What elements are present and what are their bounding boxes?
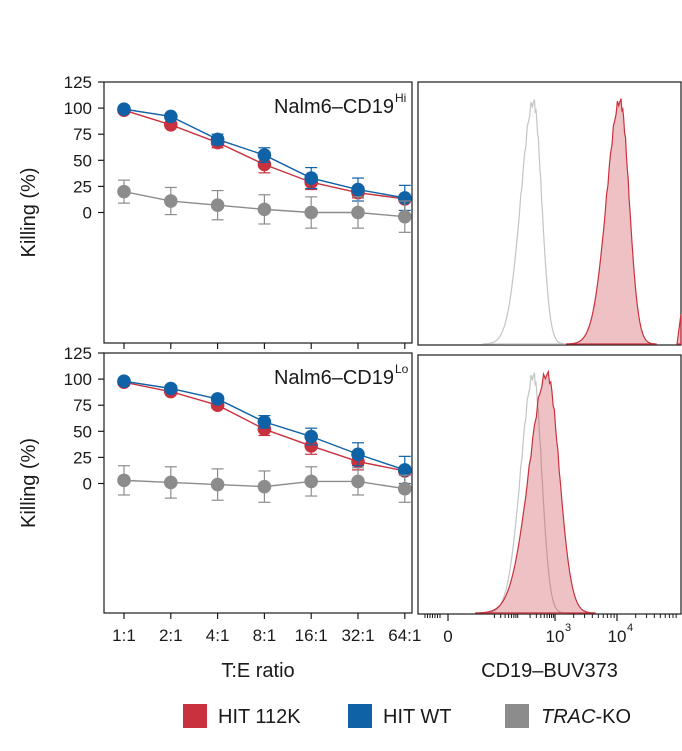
legend: HIT 112K HIT WT TRAC-KO — [183, 704, 631, 728]
y-axis-label: Killing (%) — [18, 438, 40, 528]
data-point — [398, 481, 412, 496]
series-trac-ko — [117, 179, 412, 233]
data-point — [257, 148, 272, 162]
series-trac-ko — [117, 465, 412, 503]
x-tick-label: 1:1 — [112, 626, 136, 645]
x-tick-label: 0 — [443, 627, 452, 646]
x-tick-label: 10 — [546, 627, 565, 646]
data-point — [164, 194, 178, 208]
data-point — [351, 182, 365, 197]
data-point — [117, 374, 131, 388]
data-point — [117, 184, 131, 199]
y-tick-label: 25 — [73, 177, 92, 196]
y-tick-label: 0 — [83, 475, 92, 494]
x-tick-label: 4:1 — [206, 626, 230, 645]
x-tick-label: 32:1 — [341, 626, 374, 645]
legend-label-hit-wt: HIT WT — [383, 706, 452, 728]
panel-title-superscript: Lo — [395, 362, 409, 376]
data-point — [304, 429, 319, 444]
y-tick-label: 50 — [73, 151, 92, 170]
x-tick-exponent: 4 — [627, 622, 633, 634]
y-tick-label: 25 — [73, 448, 92, 467]
legend-swatch-hit-wt — [348, 704, 372, 728]
data-point — [304, 474, 319, 489]
data-point — [351, 474, 365, 489]
line-panel-top: 0 25 50 75 100 125 Killing (%) Nalm6–CD19 Hi — [18, 73, 413, 349]
panel-title: Nalm6–CD19 — [274, 96, 394, 118]
data-point — [257, 202, 272, 217]
y-axis-label: Killing (%) — [18, 167, 40, 257]
data-point — [210, 477, 225, 492]
data-point — [210, 392, 225, 406]
y-tick-label: 50 — [73, 422, 92, 441]
x-tick-label: 16:1 — [295, 626, 328, 645]
data-point — [164, 109, 178, 124]
histogram-hit-112k — [475, 369, 596, 614]
legend-swatch-hit-112k — [183, 704, 207, 728]
data-point — [304, 171, 319, 185]
legend-label-trac: TRAC — [541, 706, 596, 728]
series-hit-wt — [117, 374, 412, 485]
data-point — [398, 463, 412, 477]
histogram-panel-top — [417, 81, 682, 346]
y-tick-label: 100 — [64, 99, 92, 118]
histogram-edge-spike — [676, 313, 682, 345]
data-point — [351, 447, 365, 462]
panel-title-superscript: Hi — [395, 91, 406, 105]
legend-label-ko-suffix: -KO — [595, 706, 631, 728]
legend-label-trac-ko: TRAC-KO — [541, 706, 631, 728]
data-point — [351, 205, 365, 220]
data-point — [210, 132, 225, 147]
x-tick-label: 8:1 — [253, 626, 277, 645]
legend-label-hit-112k: HIT 112K — [218, 706, 301, 728]
y-tick-label: 75 — [73, 125, 92, 144]
x-tick-label: 10 — [608, 627, 627, 646]
series-hit-wt — [117, 102, 412, 212]
x-axis-label: T:E ratio — [221, 660, 294, 682]
histogram-hit-112k — [566, 98, 657, 345]
data-point — [117, 102, 131, 116]
data-point — [257, 157, 272, 172]
data-point — [117, 473, 131, 488]
data-point — [164, 475, 178, 490]
plot-frame — [417, 81, 682, 346]
data-point — [164, 381, 178, 396]
x-axis-label: CD19–BUV373 — [481, 660, 618, 682]
legend-swatch-trac-ko — [505, 704, 529, 728]
x-tick-label: 2:1 — [159, 626, 183, 645]
x-tick-exponent: 3 — [565, 622, 571, 634]
y-tick-label: 125 — [64, 73, 92, 92]
data-point — [257, 415, 272, 429]
data-point — [304, 439, 319, 453]
line-panel-bottom: 0 25 50 75 100 125 Killing (%) Nalm6–CD19 Lo 1:1 2… — [18, 344, 421, 682]
histogram-trac-ko — [482, 99, 567, 345]
data-point — [210, 198, 225, 212]
y-tick-label: 75 — [73, 396, 92, 415]
panel-title: Nalm6–CD19 — [274, 367, 394, 389]
data-point — [398, 209, 412, 224]
y-tick-label: 100 — [64, 370, 92, 389]
data-point — [304, 205, 319, 220]
y-tick-label: 125 — [64, 344, 92, 363]
x-tick-label: 64:1 — [388, 626, 421, 645]
data-point — [257, 479, 272, 494]
y-tick-label: 0 — [83, 204, 92, 223]
